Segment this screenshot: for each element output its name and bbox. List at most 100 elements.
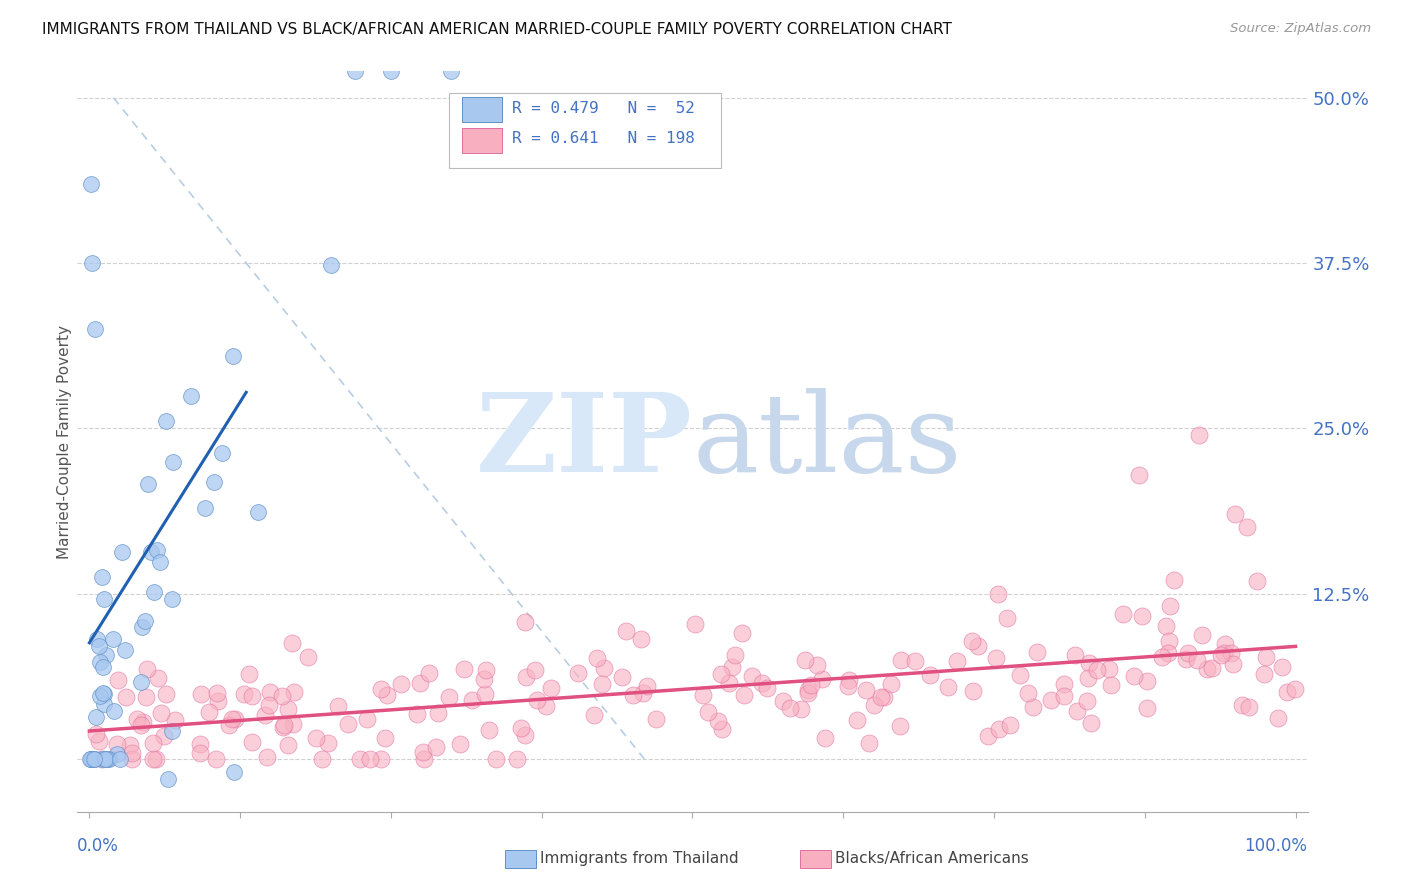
Point: [1222, 657, 1244, 671]
Point: [741, 668, 763, 682]
Point: [94, 752, 117, 766]
Point: [256, 749, 278, 764]
Point: [222, 349, 245, 363]
Text: Blacks/African Americans: Blacks/African Americans: [835, 852, 1029, 866]
Point: [412, 745, 434, 759]
Point: [188, 737, 211, 751]
Point: [636, 679, 658, 693]
Point: [359, 752, 381, 766]
Point: [437, 690, 460, 704]
Point: [207, 694, 229, 708]
Point: [221, 712, 243, 726]
Point: [375, 688, 398, 702]
Point: [449, 738, 471, 752]
Point: [717, 676, 740, 690]
Point: [319, 258, 342, 272]
Point: [890, 653, 912, 667]
Point: [1159, 599, 1181, 613]
Point: [111, 545, 134, 559]
Point: [91, 660, 114, 674]
Point: [83, 752, 105, 766]
Point: [103, 632, 125, 646]
Point: [858, 736, 880, 750]
Point: [91, 752, 114, 766]
Point: [107, 673, 129, 688]
Point: [1066, 704, 1088, 718]
Point: [614, 624, 637, 638]
Point: [855, 682, 877, 697]
Point: [806, 658, 828, 673]
Point: [1209, 648, 1232, 662]
Point: [343, 64, 366, 78]
Point: [337, 717, 360, 731]
Point: [240, 735, 263, 749]
Point: [150, 706, 173, 720]
Point: [131, 620, 153, 634]
Point: [281, 636, 304, 650]
Point: [254, 707, 277, 722]
Point: [84, 727, 107, 741]
Point: [1225, 508, 1247, 522]
Point: [631, 686, 654, 700]
Point: [409, 676, 432, 690]
Point: [84, 752, 107, 766]
Text: 100.0%: 100.0%: [1244, 837, 1308, 855]
Point: [93, 697, 115, 711]
Point: [478, 723, 501, 737]
Point: [987, 722, 1010, 736]
Point: [165, 713, 187, 727]
Text: Immigrants from Thailand: Immigrants from Thailand: [540, 852, 738, 866]
Point: [271, 689, 294, 703]
Point: [89, 734, 111, 748]
Point: [277, 701, 299, 715]
Point: [1008, 668, 1031, 682]
Point: [224, 712, 246, 726]
Point: [233, 688, 256, 702]
Point: [506, 752, 529, 766]
Point: [838, 673, 860, 688]
Point: [79, 752, 101, 766]
Point: [127, 712, 149, 726]
Point: [946, 654, 969, 668]
Point: [98, 752, 121, 766]
Point: [591, 677, 613, 691]
Point: [83, 322, 105, 336]
Point: [412, 752, 434, 766]
Point: [134, 614, 156, 628]
FancyBboxPatch shape: [463, 128, 502, 153]
Point: [1215, 637, 1237, 651]
Point: [1063, 648, 1085, 662]
Point: [93, 687, 115, 701]
Point: [1154, 618, 1177, 632]
Point: [1128, 467, 1150, 482]
Point: [1254, 649, 1277, 664]
Point: [356, 712, 378, 726]
Text: R = 0.641   N = 198: R = 0.641 N = 198: [512, 131, 695, 146]
Point: [1025, 645, 1047, 659]
Point: [936, 681, 959, 695]
Point: [962, 684, 984, 698]
Point: [1213, 646, 1236, 660]
Point: [115, 690, 138, 705]
Point: [86, 632, 108, 646]
Point: [1163, 573, 1185, 587]
Point: [1195, 661, 1218, 675]
Point: [751, 676, 773, 690]
Point: [1099, 678, 1122, 692]
Point: [132, 715, 155, 730]
Point: [82, 256, 104, 270]
Point: [418, 665, 440, 680]
Point: [873, 690, 896, 704]
Text: IMMIGRANTS FROM THAILAND VS BLACK/AFRICAN AMERICAN MARRIED-COUPLE FAMILY POVERTY: IMMIGRANTS FROM THAILAND VS BLACK/AFRICA…: [42, 22, 952, 37]
Point: [93, 591, 115, 606]
Point: [1271, 660, 1294, 674]
Point: [623, 688, 645, 702]
Point: [297, 650, 319, 665]
Point: [1157, 646, 1180, 660]
Point: [772, 693, 794, 707]
Point: [152, 729, 174, 743]
Point: [131, 718, 153, 732]
Point: [370, 752, 392, 766]
Point: [453, 662, 475, 676]
Point: [84, 710, 107, 724]
